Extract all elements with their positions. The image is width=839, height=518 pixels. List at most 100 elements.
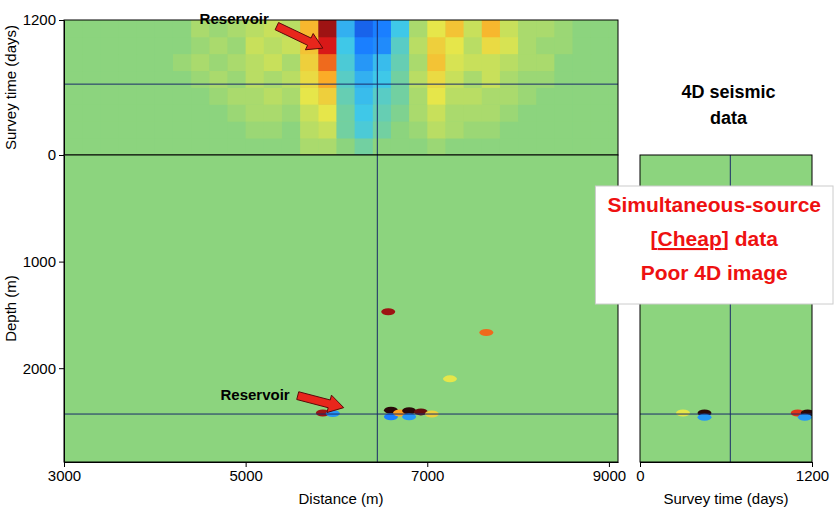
heatmap-cell [227, 121, 246, 138]
heatmap-cell [445, 88, 464, 105]
heatmap-cell [609, 138, 618, 155]
heatmap-cell [518, 37, 537, 54]
heatmap-cell [391, 71, 410, 88]
heatmap-cell [355, 138, 374, 155]
heatmap-cell [482, 54, 501, 71]
heatmap-cell [482, 88, 501, 105]
heatmap-cell [591, 20, 610, 37]
heatmap-cell [209, 138, 228, 155]
heatmap-cell [554, 71, 573, 88]
heatmap-cell [191, 121, 210, 138]
title: data [710, 108, 748, 128]
heatmap-cell [373, 20, 392, 37]
heatmap-cell [64, 20, 83, 37]
heatmap-cell [427, 138, 446, 155]
tick: 1000 [23, 253, 64, 270]
heatmap-cell [500, 121, 519, 138]
heatmap-cell [227, 54, 246, 71]
heatmap-cell [573, 88, 592, 105]
tick-label: 3000 [48, 467, 81, 484]
heatmap-cell [155, 121, 174, 138]
heatmap-cell [282, 138, 301, 155]
heatmap-cell [300, 71, 319, 88]
heatmap-cell [591, 37, 610, 54]
note-background [595, 186, 833, 304]
heatmap-cell [464, 88, 483, 105]
tick-label: 2000 [23, 359, 56, 376]
heatmap-cell [82, 138, 101, 155]
heatmap-cell [609, 121, 618, 138]
heatmap-cell [155, 37, 174, 54]
heatmap-cell [591, 104, 610, 121]
heatmap-cell [64, 71, 83, 88]
heatmap-cell [573, 71, 592, 88]
panel: 300050007000900010002000Distance (m)Dept… [2, 155, 626, 507]
heatmap-cell [445, 71, 464, 88]
heatmap-cell [209, 54, 228, 71]
heatmap-cell [173, 104, 192, 121]
heatmap-cell [536, 138, 555, 155]
heatmap-cell [209, 104, 228, 121]
heatmap-cell [391, 37, 410, 54]
heatmap-cell [591, 54, 610, 71]
heatmap-cell [118, 104, 137, 121]
heatmap-cell [518, 138, 537, 155]
heatmap-cell [173, 138, 192, 155]
heatmap-cell [64, 37, 83, 54]
heatmap-cell [82, 71, 101, 88]
heatmap-cell [373, 71, 392, 88]
reference-line [64, 414, 618, 415]
reference-line [377, 155, 378, 462]
heatmap-cell [282, 54, 301, 71]
heatmap-cell [64, 138, 83, 155]
heatmap-cell [191, 37, 210, 54]
title: 4D seismic [681, 82, 775, 102]
axis-title: Survey time (days) [663, 490, 788, 507]
anomaly [698, 414, 712, 421]
heatmap-cell [209, 71, 228, 88]
text-layer: Reservoir4D seismicdataReservoirSimultan… [200, 10, 833, 412]
heatmap-cell [427, 37, 446, 54]
heatmap-cell [191, 54, 210, 71]
axis: 01200 [23, 11, 65, 163]
heatmap-cell [464, 20, 483, 37]
heatmap-cell [609, 88, 618, 105]
heatmap-cell [409, 37, 428, 54]
heatmap-cell [609, 37, 618, 54]
heatmap-cell [482, 71, 501, 88]
heatmap-cell [500, 20, 519, 37]
tick: 0 [636, 462, 644, 484]
heatmap-cell [591, 88, 610, 105]
heatmap-cell [373, 138, 392, 155]
heatmap-cell [264, 88, 283, 105]
heatmap-cell [355, 54, 374, 71]
heatmap-cell [155, 71, 174, 88]
heatmap-cell [282, 121, 301, 138]
panel-frame [64, 20, 618, 155]
heatmap-cell [409, 20, 428, 37]
anomaly [676, 409, 690, 416]
heatmap-cell [264, 71, 283, 88]
heatmap-cell [100, 54, 119, 71]
heatmap-cell [391, 138, 410, 155]
heatmap-cell [391, 20, 410, 37]
reference-line [640, 414, 812, 415]
heatmap-cell [336, 138, 355, 155]
anomaly [443, 375, 457, 382]
heatmap-cell [554, 138, 573, 155]
axis-title: Distance (m) [298, 490, 383, 507]
heatmap-cell [391, 121, 410, 138]
heatmap-cell [427, 104, 446, 121]
heatmap-cell [355, 104, 374, 121]
heatmap-cell [264, 138, 283, 155]
heatmap-cell [118, 71, 137, 88]
heatmap-cell [573, 121, 592, 138]
heatmap-cell [137, 121, 156, 138]
tick: 9000 [593, 462, 626, 484]
heatmap-cell [227, 71, 246, 88]
heatmap-cell [173, 71, 192, 88]
heatmap-cell [118, 88, 137, 105]
heatmap-cell [100, 138, 119, 155]
heatmap-cell [191, 138, 210, 155]
anomaly [381, 308, 395, 315]
